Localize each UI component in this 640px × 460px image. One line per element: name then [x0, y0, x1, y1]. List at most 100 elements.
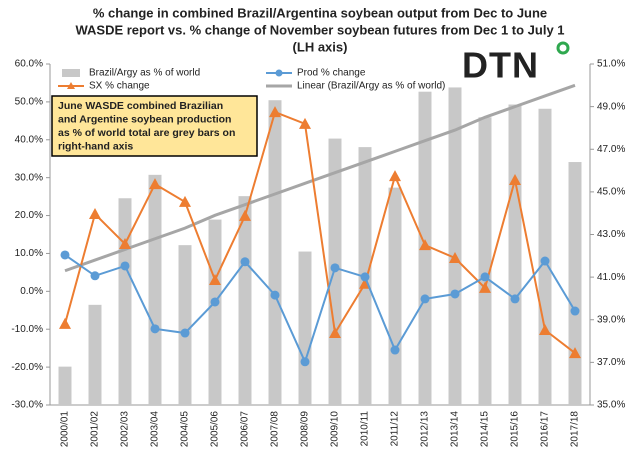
point — [89, 208, 101, 220]
y-tick-label: 20.0% — [15, 210, 43, 221]
chart-title: WASDE report vs. % change of November so… — [75, 22, 564, 37]
x-tick-label: 2012/13 — [420, 411, 431, 448]
point — [450, 289, 460, 299]
bar — [88, 304, 102, 405]
legend-label: Brazil/Argy as % of world — [89, 68, 200, 79]
bar — [238, 196, 252, 405]
legend-marker — [67, 82, 75, 89]
point — [240, 257, 250, 267]
point — [360, 272, 370, 282]
y-tick-label: 40.0% — [15, 134, 43, 145]
y-tick-label: -10.0% — [11, 324, 43, 335]
x-tick-label: 2001/02 — [90, 411, 101, 448]
x-tick-label: 2011/12 — [390, 411, 401, 447]
bar — [58, 366, 72, 405]
y2-tick-label: 43.0% — [597, 229, 625, 240]
x-tick-label: 2000/01 — [60, 411, 71, 448]
point — [480, 272, 490, 282]
point — [539, 323, 551, 335]
line — [64, 254, 576, 365]
y-tick-label: 60.0% — [15, 59, 43, 70]
point — [300, 357, 310, 367]
annotation-text: as % of world total are grey bars on — [58, 127, 235, 139]
point — [269, 106, 281, 118]
point — [90, 271, 100, 281]
x-tick-label: 2004/05 — [180, 411, 191, 448]
x-tick-label: 2015/16 — [510, 411, 521, 448]
y2-tick-label: 41.0% — [597, 272, 625, 283]
bar — [118, 198, 132, 405]
x-tick-label: 2003/04 — [150, 411, 161, 448]
annotation-box — [51, 95, 258, 157]
x-tick-label: 2016/17 — [540, 411, 551, 448]
x-tick-label: 2006/07 — [240, 411, 251, 448]
point — [569, 347, 581, 359]
y2-tick-label: 37.0% — [597, 357, 625, 368]
y-tick-label: 10.0% — [15, 248, 43, 259]
point — [149, 178, 161, 190]
point — [180, 328, 190, 338]
annotation-text: June WASDE combined Brazilian — [58, 100, 223, 112]
line — [64, 110, 576, 354]
y-tick-label: 0.0% — [20, 286, 43, 297]
y2-tick-label: 39.0% — [597, 314, 625, 325]
bar — [478, 117, 492, 405]
point — [150, 324, 160, 334]
annotation-text: and Argentine soybean production — [58, 113, 231, 125]
bar — [148, 174, 162, 405]
legend-label: SX % change — [89, 81, 150, 92]
bar — [568, 162, 582, 405]
point — [510, 294, 520, 304]
point — [479, 281, 491, 293]
point — [60, 250, 70, 260]
point — [509, 173, 521, 185]
x-tick-label: 2013/14 — [450, 411, 461, 448]
x-tick-label: 2005/06 — [210, 411, 221, 448]
point — [270, 290, 280, 300]
x-tick-label: 2010/11 — [360, 411, 371, 447]
point — [120, 261, 130, 271]
point — [329, 327, 341, 339]
y-tick-label: -30.0% — [11, 400, 43, 411]
bar — [178, 245, 192, 405]
chart-title: (LH axis) — [293, 39, 348, 54]
legend-swatch — [62, 69, 80, 77]
y2-tick-label: 51.0% — [597, 59, 625, 70]
point — [209, 273, 221, 285]
point — [239, 209, 251, 221]
x-tick-label: 2008/09 — [300, 411, 311, 448]
point — [119, 237, 131, 249]
point — [389, 170, 401, 182]
point — [330, 263, 340, 273]
x-tick-label: 2017/18 — [570, 411, 581, 448]
x-tick-label: 2002/03 — [120, 411, 131, 448]
legend-label: Prod % change — [297, 68, 366, 79]
y2-tick-label: 49.0% — [597, 101, 625, 112]
annotation-text: right-hand axis — [58, 140, 133, 152]
x-tick-label: 2009/10 — [330, 411, 341, 448]
point — [179, 195, 191, 207]
point — [449, 251, 461, 263]
point — [390, 345, 400, 355]
x-tick-label: 2014/15 — [480, 411, 491, 448]
logo-dot — [556, 41, 570, 55]
chart-title: % change in combined Brazil/Argentina so… — [93, 5, 547, 20]
bar — [388, 187, 402, 405]
bar — [208, 219, 222, 405]
legend-marker — [275, 69, 283, 77]
trend-line — [64, 83, 576, 273]
point — [299, 117, 311, 129]
x-tick-label: 2007/08 — [270, 411, 281, 448]
bar — [298, 251, 312, 405]
bar — [268, 100, 282, 405]
y2-tick-label: 47.0% — [597, 144, 625, 155]
bar — [448, 87, 462, 405]
legend-label: Linear (Brazil/Argy as % of world) — [297, 81, 445, 92]
point — [210, 297, 220, 307]
bar — [508, 104, 522, 406]
point — [419, 239, 431, 251]
point — [59, 317, 71, 329]
y-tick-label: 30.0% — [15, 172, 43, 183]
logo: DTN — [462, 45, 539, 86]
